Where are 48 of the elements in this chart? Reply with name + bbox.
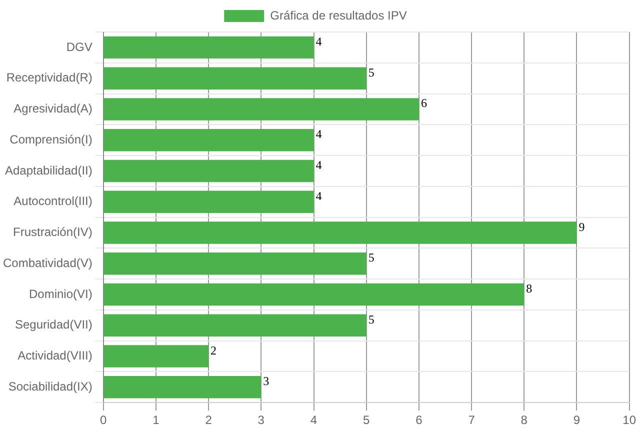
y-tick-label: Agresividad(A) xyxy=(14,102,92,116)
data-label: 5 xyxy=(368,65,374,80)
x-tick-label: 1 xyxy=(152,413,160,428)
data-label: 4 xyxy=(316,158,322,172)
bar xyxy=(104,67,366,90)
x-tick-label: 2 xyxy=(205,413,212,428)
bar xyxy=(104,98,419,120)
bar xyxy=(104,345,209,368)
data-label: 3 xyxy=(263,374,270,388)
x-tick-label: 4 xyxy=(310,413,318,428)
x-tick-label: 8 xyxy=(520,413,528,428)
x-tick-label: 0 xyxy=(100,413,108,428)
y-tick-label: Autocontrol(III) xyxy=(14,194,92,208)
y-tick-label: Sociabilidad(IX) xyxy=(8,379,92,394)
y-tick-label: Combatividad(V) xyxy=(2,256,92,270)
bar xyxy=(104,190,314,213)
data-label: 4 xyxy=(316,34,322,48)
data-label: 6 xyxy=(420,96,427,110)
x-tick-label: 3 xyxy=(258,413,265,428)
data-label: 5 xyxy=(368,250,374,265)
bar xyxy=(104,252,366,275)
x-tick-label: 10 xyxy=(622,413,636,428)
bar xyxy=(104,128,314,152)
y-tick-label: Comprensión(I) xyxy=(10,132,92,146)
y-tick-label: DGV xyxy=(66,40,92,54)
bar xyxy=(104,160,314,182)
y-tick-label: Seguridad(VII) xyxy=(14,318,92,332)
data-label: 9 xyxy=(578,220,585,234)
bar xyxy=(104,283,524,306)
x-tick-label: 5 xyxy=(363,413,370,428)
legend-label: Gráfica de resultados IPV xyxy=(270,8,407,22)
x-tick-label: 6 xyxy=(416,413,423,428)
bar xyxy=(104,314,366,337)
data-label: 2 xyxy=(210,343,217,358)
data-label: 5 xyxy=(368,312,374,326)
y-tick-label: Dominio(VI) xyxy=(29,286,92,301)
y-tick-label: Actividad(VIII) xyxy=(18,348,92,363)
x-tick-label: 7 xyxy=(468,413,476,428)
data-label: 8 xyxy=(526,282,532,296)
y-tick-label: Receptividad(R) xyxy=(6,70,92,85)
data-label: 4 xyxy=(316,188,322,203)
bar xyxy=(104,222,577,244)
data-label: 4 xyxy=(316,127,322,142)
bar xyxy=(104,376,262,398)
bar xyxy=(104,36,314,59)
x-tick-label: 9 xyxy=(573,413,580,428)
y-tick-label: Frustración(IV) xyxy=(13,225,92,240)
y-tick-label: Adaptabilidad(II) xyxy=(4,163,92,178)
